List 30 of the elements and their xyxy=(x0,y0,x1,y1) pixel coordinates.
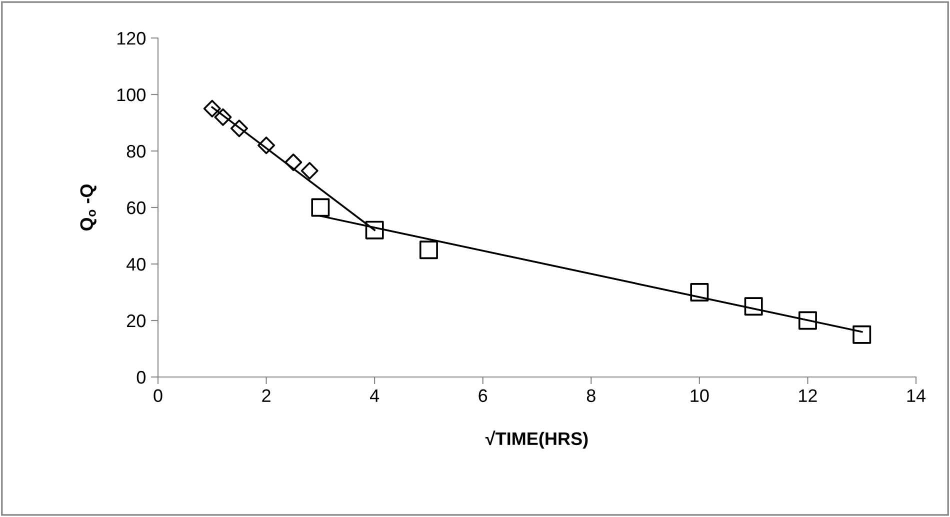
x-tick-label: 0 xyxy=(154,389,162,402)
point xyxy=(798,311,817,330)
x-tick-label: 6 xyxy=(478,389,488,402)
x-tick-label: 10 xyxy=(690,389,709,402)
point xyxy=(311,198,330,217)
y-tick-label: 120 xyxy=(117,32,146,45)
x-tick-label: 12 xyxy=(799,389,817,402)
point xyxy=(744,297,763,316)
point xyxy=(258,136,276,154)
y-tick-label: 0 xyxy=(136,370,146,384)
y-tick-label: 40 xyxy=(126,258,146,271)
point xyxy=(690,283,709,302)
y-tick-label: 100 xyxy=(117,88,146,102)
y-tick-label: 20 xyxy=(127,314,146,328)
x-tick-label: 8 xyxy=(586,389,596,402)
x-axis-title: √TIME(HRS) xyxy=(485,430,588,449)
point xyxy=(284,154,302,172)
y-tick-label: 60 xyxy=(127,201,146,214)
point xyxy=(203,100,221,118)
point xyxy=(300,162,318,180)
point xyxy=(852,325,872,344)
x-tick-label: 14 xyxy=(907,389,926,402)
x-tick-label: 4 xyxy=(370,389,380,402)
point xyxy=(230,120,248,138)
y-axis-title: Q$_{o}$ -Q xyxy=(80,184,96,230)
point xyxy=(365,220,384,240)
x-tick-label: 2 xyxy=(262,389,270,402)
point xyxy=(419,240,438,260)
y-tick-label: 80 xyxy=(126,144,146,158)
point xyxy=(214,108,232,126)
